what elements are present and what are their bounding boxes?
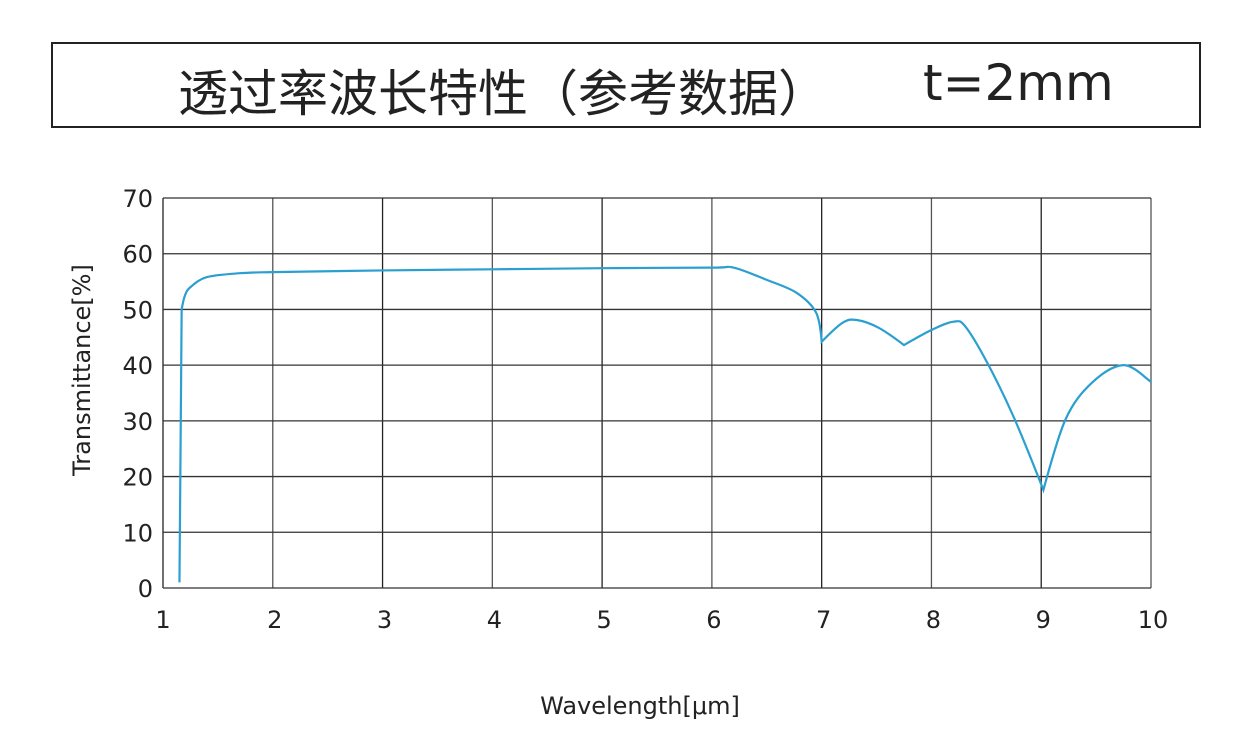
x-tick-label: 2 [267, 606, 282, 634]
x-tick-label: 6 [706, 606, 721, 634]
x-tick-label: 9 [1036, 606, 1051, 634]
transmittance-line [178, 265, 1152, 583]
y-tick-label: 10 [122, 519, 153, 547]
tick-labels: 1 2 3 4 5 6 7 8 9 10 0 10 20 30 40 50 60 70 [122, 185, 1168, 634]
x-tick-label: 8 [926, 606, 941, 634]
x-tick-label: 3 [377, 606, 392, 634]
thickness-label: t=2mm [923, 54, 1114, 112]
y-tick-label: 30 [122, 408, 153, 436]
chart-title: 透过率波长特性（参考数据） [178, 65, 828, 123]
title-box: 透过率波长特性（参考数据） t=2mm [51, 42, 1201, 128]
grid [162, 197, 1152, 589]
x-tick-label: 7 [816, 606, 831, 634]
y-tick-label: 70 [122, 185, 153, 213]
y-axis-label: Transmittance[%] [68, 264, 96, 477]
y-tick-label: 60 [122, 241, 153, 269]
x-tick-label: 10 [1138, 606, 1169, 634]
y-tick-label: 40 [122, 352, 153, 380]
x-tick-label: 4 [487, 606, 502, 634]
y-tick-label: 50 [122, 296, 153, 324]
x-tick-label: 1 [155, 606, 170, 634]
y-tick-label: 0 [138, 575, 153, 603]
y-tick-label: 20 [122, 464, 153, 492]
x-axis-label: Wavelength[μm] [540, 692, 740, 720]
x-tick-label: 5 [596, 606, 611, 634]
